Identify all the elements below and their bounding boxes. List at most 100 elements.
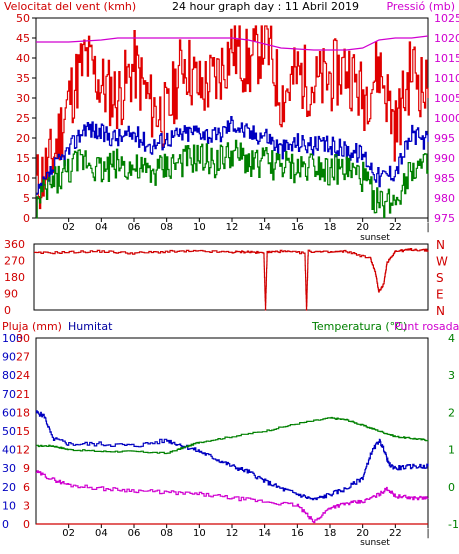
pressure-y-tick: 1020: [434, 32, 459, 45]
wind-x-tick: |: [426, 222, 429, 233]
humidity-series-group: [36, 410, 429, 525]
wind-y-tick: 5: [23, 192, 30, 205]
rain-y-tick: 24: [16, 369, 30, 382]
direction-y-axis: 360 270 180 90 0: [4, 238, 25, 317]
dewpoint-label: Punt rosada: [394, 320, 459, 333]
humidity-x-tick: |: [426, 528, 429, 539]
rain-y-tick: 9: [23, 462, 30, 475]
humidity-y-tick: 50: [2, 425, 16, 438]
temperature-y-tick: 1: [448, 444, 455, 457]
humidity-y-tick: 0: [2, 518, 9, 531]
humidity-y-tick: 20: [2, 481, 16, 494]
rain-y-tick: 12: [16, 444, 30, 457]
humidity-y-tick: 80: [2, 369, 16, 382]
wind-y-tick: 0: [23, 212, 30, 225]
humidity-x-tick: 12: [226, 528, 239, 539]
humidity-line: [36, 410, 429, 501]
temperature-y-axis: -1 0 1 2 3 4: [448, 332, 459, 531]
wind-y-axis: 0 5 10 15 20 25 30 35 40 45 50: [16, 12, 36, 225]
sunset-label-bottom: sunset: [360, 538, 390, 548]
rain-label: Pluja (mm): [2, 320, 62, 333]
pressure-line: [36, 35, 429, 51]
dewpoint-line: [36, 470, 429, 524]
pressure-label: Pressió (mb): [386, 0, 455, 13]
graph-title: 24 hour graph day : 11 Abril 2019: [172, 0, 359, 13]
pressure-y-tick: 1005: [434, 92, 459, 105]
gust-line: [36, 25, 429, 210]
compass-label: N: [436, 304, 445, 318]
humidity-y-tick: 60: [2, 406, 16, 419]
pressure-y-tick: 1010: [434, 72, 459, 85]
pressure-y-tick: 985: [434, 172, 455, 185]
humidity-x-tick: 08: [160, 528, 173, 539]
humidity-x-tick: 10: [193, 528, 206, 539]
compass-label: S: [436, 271, 444, 285]
humidity-x-tick: 02: [62, 528, 75, 539]
humidity-label: Humitat: [68, 320, 113, 333]
humidity-x-tick: 18: [324, 528, 337, 539]
rain-y-tick: 30: [16, 332, 30, 345]
wind-y-tick: 50: [16, 12, 30, 25]
direction-series-group: [34, 248, 429, 311]
pressure-y-tick: 1000: [434, 112, 459, 125]
rain-y-axis: 0 3 6 9 12 15 18 21 24 27 30: [16, 332, 30, 531]
wind-x-tick: 20: [356, 222, 369, 233]
humidity-x-tick: 14: [258, 528, 271, 539]
wind-y-tick: 40: [16, 52, 30, 65]
wind-x-tick: 06: [128, 222, 141, 233]
wind-x-axis: 02 04 06 08 10 12 14 16 18 20 22 |: [62, 218, 430, 233]
wind-y-tick: 20: [16, 132, 30, 145]
humidity-y-tick: 90: [2, 351, 16, 364]
temperature-y-tick: 4: [448, 332, 455, 345]
humidity-x-tick: 20: [356, 528, 369, 539]
compass-label: W: [436, 255, 448, 269]
wind-x-tick: 08: [160, 222, 173, 233]
humidity-y-tick: 10: [2, 499, 16, 512]
wind-x-tick: 04: [95, 222, 108, 233]
humidity-x-tick: 06: [128, 528, 141, 539]
wind-x-tick: 22: [389, 222, 402, 233]
wind-x-tick: 12: [226, 222, 239, 233]
humidity-y-axis: 0 10 20 30 40 50 60 70 80 90 100: [2, 332, 23, 531]
humidity-y-tick: 40: [2, 444, 16, 457]
direction-y-tick: 0: [4, 304, 11, 317]
wind-x-tick: 02: [62, 222, 75, 233]
direction-y-tick: 90: [4, 288, 18, 301]
temperature-y-tick: -1: [448, 518, 459, 531]
rain-y-tick: 0: [23, 518, 30, 531]
humidity-x-axis: 02 04 06 08 10 12 14 16 18 20 22 |: [62, 524, 430, 539]
humidity-x-tick: 16: [291, 528, 304, 539]
rain-y-tick: 21: [16, 388, 30, 401]
wind-y-tick: 15: [16, 152, 30, 165]
direction-line: [34, 248, 429, 311]
wind-y-tick: 35: [16, 72, 30, 85]
humidity-y-tick: 100: [2, 332, 23, 345]
pressure-y-tick: 980: [434, 192, 455, 205]
wind-x-tick: 16: [291, 222, 304, 233]
wind-y-tick: 10: [16, 172, 30, 185]
min_wind-line: [36, 139, 429, 219]
compass-label: E: [436, 288, 444, 302]
pressure-y-tick: 1025: [434, 12, 459, 25]
pressure-y-tick: 1015: [434, 52, 459, 65]
wind-y-tick: 30: [16, 92, 30, 105]
rain-y-tick: 15: [16, 425, 30, 438]
rain-y-tick: 18: [16, 406, 30, 419]
humidity-plot-frame: [35, 337, 429, 525]
direction-y-tick: 180: [4, 271, 25, 284]
pressure-y-tick: 995: [434, 132, 455, 145]
pressure-y-tick: 990: [434, 152, 455, 165]
temperature-y-tick: 3: [448, 369, 455, 382]
pressure-y-tick: 975: [434, 212, 455, 225]
wind-x-tick: 18: [324, 222, 337, 233]
wind-series-group: [36, 25, 429, 219]
wind-y-tick: 25: [16, 112, 30, 125]
temperature-label: Temperatura (°C): [311, 320, 407, 333]
humidity-y-tick: 70: [2, 388, 16, 401]
wind-x-tick: 14: [258, 222, 271, 233]
temperature-line: [36, 416, 429, 455]
